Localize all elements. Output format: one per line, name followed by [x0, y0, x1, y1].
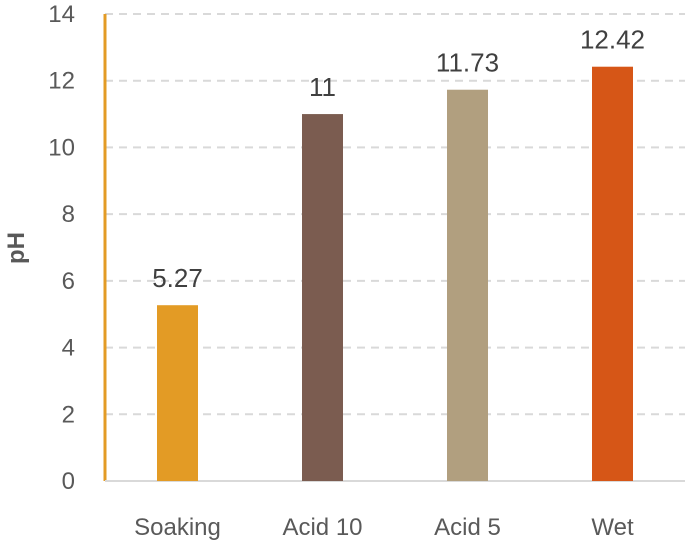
data-label: 5.27: [152, 263, 203, 293]
y-tick-label: 10: [48, 134, 75, 161]
bar-wet: [592, 66, 633, 481]
bar-acid-5: [447, 89, 488, 482]
x-tick-label: Acid 5: [434, 514, 501, 541]
y-tick-label: 14: [48, 1, 75, 28]
labels: 0 2 4 6 8 10 12 14 5.27 Soaking 11 Acid 10 11.73 Acid…: [48, 1, 645, 541]
data-label: 11: [309, 72, 336, 102]
y-tick-label: 0: [62, 468, 75, 495]
bars: [157, 66, 633, 482]
axes: [103, 14, 685, 482]
y-axis-title: pH: [3, 232, 30, 264]
gridlines: [105, 13, 685, 416]
y-tick-label: 8: [62, 201, 75, 228]
x-tick-label: Soaking: [134, 514, 221, 541]
y-tick-label: 6: [62, 268, 75, 295]
y-tick-label: 12: [48, 68, 75, 95]
y-tick-label: 2: [62, 401, 75, 428]
y-tick-label: 4: [62, 335, 75, 362]
x-tick-label: Acid 10: [282, 514, 362, 541]
bar-acid-10: [302, 114, 343, 482]
bar-soaking: [157, 305, 198, 481]
data-label: 12.42: [580, 25, 645, 55]
data-label: 11.73: [436, 48, 499, 78]
x-tick-label: Wet: [591, 514, 634, 541]
